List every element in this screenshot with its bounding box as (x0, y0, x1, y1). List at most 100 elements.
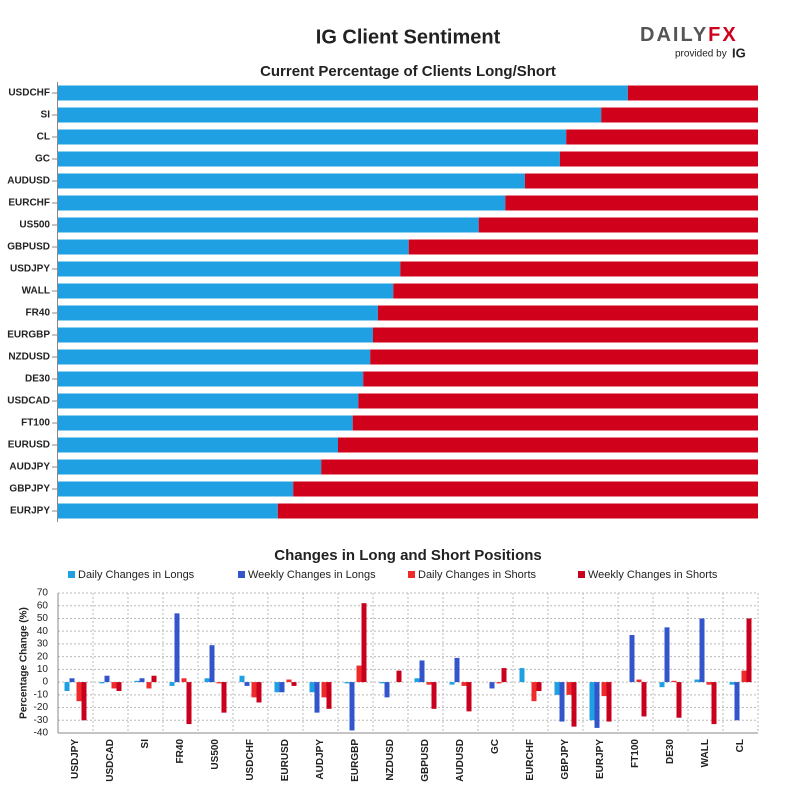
bar-segment (408, 239, 758, 255)
legend-label: Daily Changes in Shorts (418, 569, 537, 581)
bar (326, 682, 332, 709)
bar (431, 682, 437, 709)
bar (466, 682, 472, 712)
y-tick-label: EURCHF (8, 198, 50, 209)
y-tick-label: AUDJPY (9, 462, 50, 473)
provider: IG (732, 45, 746, 60)
bar (664, 627, 670, 683)
x-tick-label: USDCAD (105, 739, 116, 782)
bar (384, 682, 390, 698)
y-tick-label: EURJPY (10, 506, 50, 517)
bar (111, 682, 117, 689)
provided-by: provided by (675, 49, 727, 60)
bar-segment (58, 151, 560, 167)
x-tick-label: DE30 (665, 739, 676, 764)
bar-segment (58, 283, 394, 299)
bar (746, 618, 752, 683)
bar (309, 682, 315, 693)
bar (449, 682, 455, 685)
x-tick-label: GC (490, 739, 501, 754)
x-tick-label: EURGBP (350, 739, 361, 782)
y-tick-label: US500 (19, 220, 50, 231)
bar-segment (321, 459, 758, 475)
bar (146, 682, 152, 689)
x-tick-label: USDCHF (245, 739, 256, 781)
bar (496, 682, 502, 684)
bar-segment (58, 195, 506, 211)
bar-segment (58, 415, 353, 431)
bar (361, 603, 367, 683)
bar-segment (363, 371, 758, 387)
bar (291, 682, 297, 686)
bar (734, 682, 740, 721)
bar (414, 678, 420, 683)
bar (461, 682, 467, 686)
bar (256, 682, 262, 703)
y-tick-label: GBPJPY (9, 484, 50, 495)
bar-segment (358, 393, 758, 409)
x-tick-label: US500 (210, 739, 221, 770)
y-tick-label: USDJPY (10, 264, 50, 275)
bar (209, 645, 215, 683)
bar (606, 682, 612, 722)
bar-segment (559, 151, 758, 167)
bar (286, 679, 292, 683)
bar-segment (627, 85, 758, 101)
x-tick-label: AUDJPY (315, 739, 326, 780)
bar (594, 682, 600, 728)
bar (729, 682, 735, 685)
y-tick-label: WALL (22, 286, 50, 297)
bar-segment (338, 437, 758, 453)
bar (349, 682, 355, 731)
y-tick-label: GBPUSD (7, 242, 50, 253)
x-tick-label: USDJPY (70, 739, 81, 779)
bar (636, 679, 642, 683)
bar (216, 682, 222, 684)
x-tick-label: GBPJPY (560, 739, 571, 780)
y-tick-label: 50 (37, 613, 49, 624)
y-tick-label: -40 (34, 728, 49, 739)
bar (426, 682, 432, 685)
y-tick-label: 20 (37, 651, 49, 662)
y-tick-label: DE30 (25, 374, 50, 385)
y-tick-label: -20 (34, 702, 49, 713)
bar (629, 635, 635, 683)
bar (419, 660, 425, 683)
bar (589, 682, 595, 721)
bar (571, 682, 577, 727)
bar-segment (524, 173, 758, 189)
bar (81, 682, 87, 721)
bar (676, 682, 682, 718)
legend-swatch (68, 571, 75, 578)
bar-segment (58, 459, 322, 475)
bar-segment (277, 503, 758, 519)
bar (151, 675, 157, 683)
bar (139, 678, 145, 683)
bar-segment (58, 217, 479, 233)
y-tick-label: CL (37, 132, 50, 143)
logo: DAILYFX (640, 24, 738, 46)
y-tick-label: SI (41, 110, 51, 121)
logo-main: DAILY (640, 24, 708, 46)
bar (706, 682, 712, 685)
bar-segment (58, 503, 278, 519)
bar (379, 682, 385, 684)
bar-segment (352, 415, 758, 431)
bar (314, 682, 320, 713)
bar (244, 682, 250, 686)
bar (344, 682, 350, 684)
bar (601, 682, 607, 697)
bar (181, 678, 187, 683)
bar (76, 682, 82, 702)
bar (169, 682, 175, 686)
bar (536, 682, 542, 691)
bar-segment (58, 349, 371, 365)
bar-segment (58, 371, 364, 387)
y-tick-label: 60 (37, 600, 49, 611)
bar (694, 679, 700, 683)
y-axis-title: Percentage Change (%) (19, 607, 30, 719)
bar-segment (58, 305, 378, 321)
bar (741, 670, 747, 683)
bar (554, 682, 560, 695)
